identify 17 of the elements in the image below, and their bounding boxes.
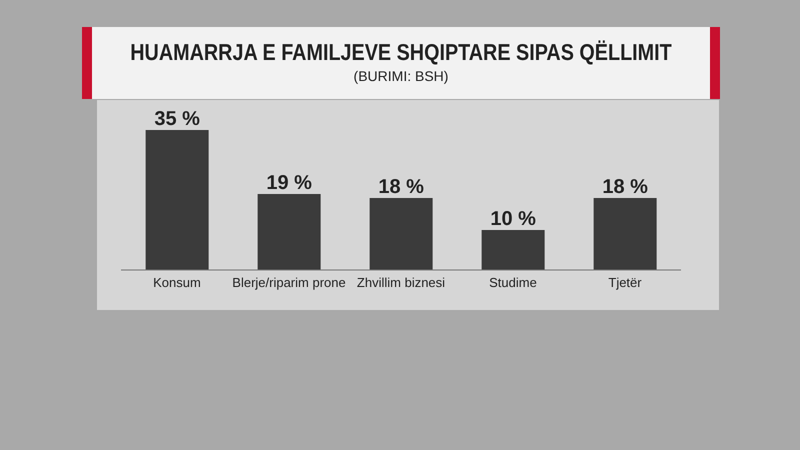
x-tick-label: Blerje/riparim prone [232,275,346,290]
x-tick-label: Studime [489,275,537,290]
x-tick-label: Tjetër [608,275,642,290]
data-label: 18 % [602,176,648,198]
x-tick-label: Konsum [153,275,201,290]
bar [594,198,657,270]
chart-subtitle: (BURIMI: BSH) [352,68,450,84]
chart-title: HUAMARRJA E FAMILJEVE SHQIPTARE SIPAS QËLLIMIT [129,39,673,66]
data-label: 35 % [154,108,200,130]
data-label: 19 % [266,172,312,194]
data-label: 10 % [490,208,536,230]
bar [258,194,321,270]
data-label: 18 % [378,176,424,198]
x-tick-label: Zhvillim biznesi [356,275,446,290]
bar [482,230,545,270]
bar [370,198,433,270]
bar [146,130,209,270]
